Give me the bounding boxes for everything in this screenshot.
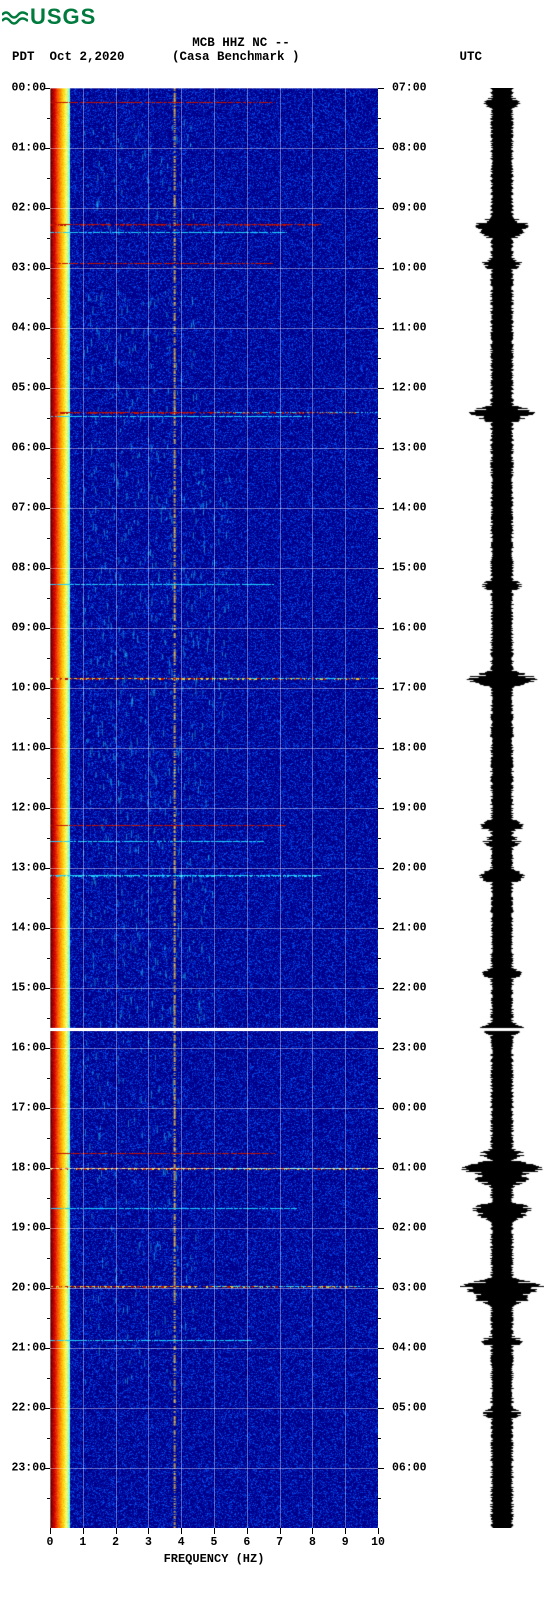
utc-tick: 17:00 [392,682,427,695]
logo-text: USGS [30,4,96,30]
utc-tick: 03:00 [392,1282,427,1295]
location-line: (Casa Benchmark ) [172,50,382,64]
pdt-tick: 07:00 [11,502,46,515]
utc-tick: 06:00 [392,1462,427,1475]
frequency-axis-label: FREQUENCY (HZ) [50,1552,378,1566]
utc-tick: 13:00 [392,442,427,455]
pdt-tick: 08:00 [11,562,46,575]
freq-tick: 9 [342,1536,349,1549]
utc-tick: 01:00 [392,1162,427,1175]
utc-tick: 23:00 [392,1042,427,1055]
pdt-tick: 12:00 [11,802,46,815]
left-tz-label: PDT [12,50,35,64]
utc-tick: 22:00 [392,982,427,995]
utc-tick: 00:00 [392,1102,427,1115]
pdt-tick: 19:00 [11,1222,46,1235]
pdt-tick: 04:00 [11,322,46,335]
pdt-tick: 15:00 [11,982,46,995]
utc-tick: 19:00 [392,802,427,815]
pdt-time-axis: 00:0001:0002:0003:0004:0005:0006:0007:00… [0,88,50,1528]
pdt-tick: 11:00 [11,742,46,755]
utc-tick: 14:00 [392,502,427,515]
seismogram-canvas [460,88,544,1528]
right-tz-label: UTC [382,50,552,64]
utc-tick: 07:00 [392,82,427,95]
pdt-tick: 16:00 [11,1042,46,1055]
freq-tick: 4 [178,1536,185,1549]
pdt-tick: 14:00 [11,922,46,935]
pdt-tick: 22:00 [11,1402,46,1415]
pdt-tick: 09:00 [11,622,46,635]
pdt-tick: 06:00 [11,442,46,455]
freq-tick: 3 [145,1536,152,1549]
pdt-tick: 13:00 [11,862,46,875]
pdt-tick: 03:00 [11,262,46,275]
pdt-tick: 10:00 [11,682,46,695]
seismogram-trace [460,88,544,1528]
utc-tick: 21:00 [392,922,427,935]
page-root: USGS MCB HHZ NC -- PDT Oct 2,2020 (Casa … [0,0,552,1613]
utc-tick: 10:00 [392,262,427,275]
freq-tick: 6 [243,1536,250,1549]
spectrogram-canvas [50,88,378,1528]
utc-tick: 08:00 [392,142,427,155]
pdt-tick: 02:00 [11,202,46,215]
utc-tick: 04:00 [392,1342,427,1355]
usgs-logo: USGS [2,4,96,30]
pdt-tick: 17:00 [11,1102,46,1115]
utc-tick: 16:00 [392,622,427,635]
pdt-tick: 23:00 [11,1462,46,1475]
date-label: Oct 2,2020 [50,50,125,64]
pdt-tick: 00:00 [11,82,46,95]
pdt-tick: 18:00 [11,1162,46,1175]
pdt-tick: 21:00 [11,1342,46,1355]
station-line: MCB HHZ NC -- [0,36,552,50]
freq-tick: 7 [276,1536,283,1549]
utc-tick: 09:00 [392,202,427,215]
utc-tick: 02:00 [392,1222,427,1235]
usgs-wave-icon [2,7,28,27]
freq-tick: 1 [79,1536,86,1549]
data-gap-line [50,1028,378,1031]
pdt-tick: 20:00 [11,1282,46,1295]
plot-header: MCB HHZ NC -- PDT Oct 2,2020 (Casa Bench… [0,36,552,64]
utc-tick: 12:00 [392,382,427,395]
header-left: PDT Oct 2,2020 [0,50,172,64]
utc-tick: 05:00 [392,1402,427,1415]
pdt-tick: 01:00 [11,142,46,155]
spectrogram-plot [50,88,378,1528]
pdt-tick: 05:00 [11,382,46,395]
utc-tick: 15:00 [392,562,427,575]
freq-tick: 2 [112,1536,119,1549]
utc-tick: 20:00 [392,862,427,875]
utc-tick: 11:00 [392,322,427,335]
freq-tick: 10 [371,1536,385,1549]
freq-tick: 5 [211,1536,218,1549]
utc-time-axis: 07:0008:0009:0010:0011:0012:0013:0014:00… [378,88,448,1528]
freq-tick: 0 [47,1536,54,1549]
freq-tick: 8 [309,1536,316,1549]
frequency-axis: FREQUENCY (HZ) 012345678910 [50,1528,378,1568]
utc-tick: 18:00 [392,742,427,755]
